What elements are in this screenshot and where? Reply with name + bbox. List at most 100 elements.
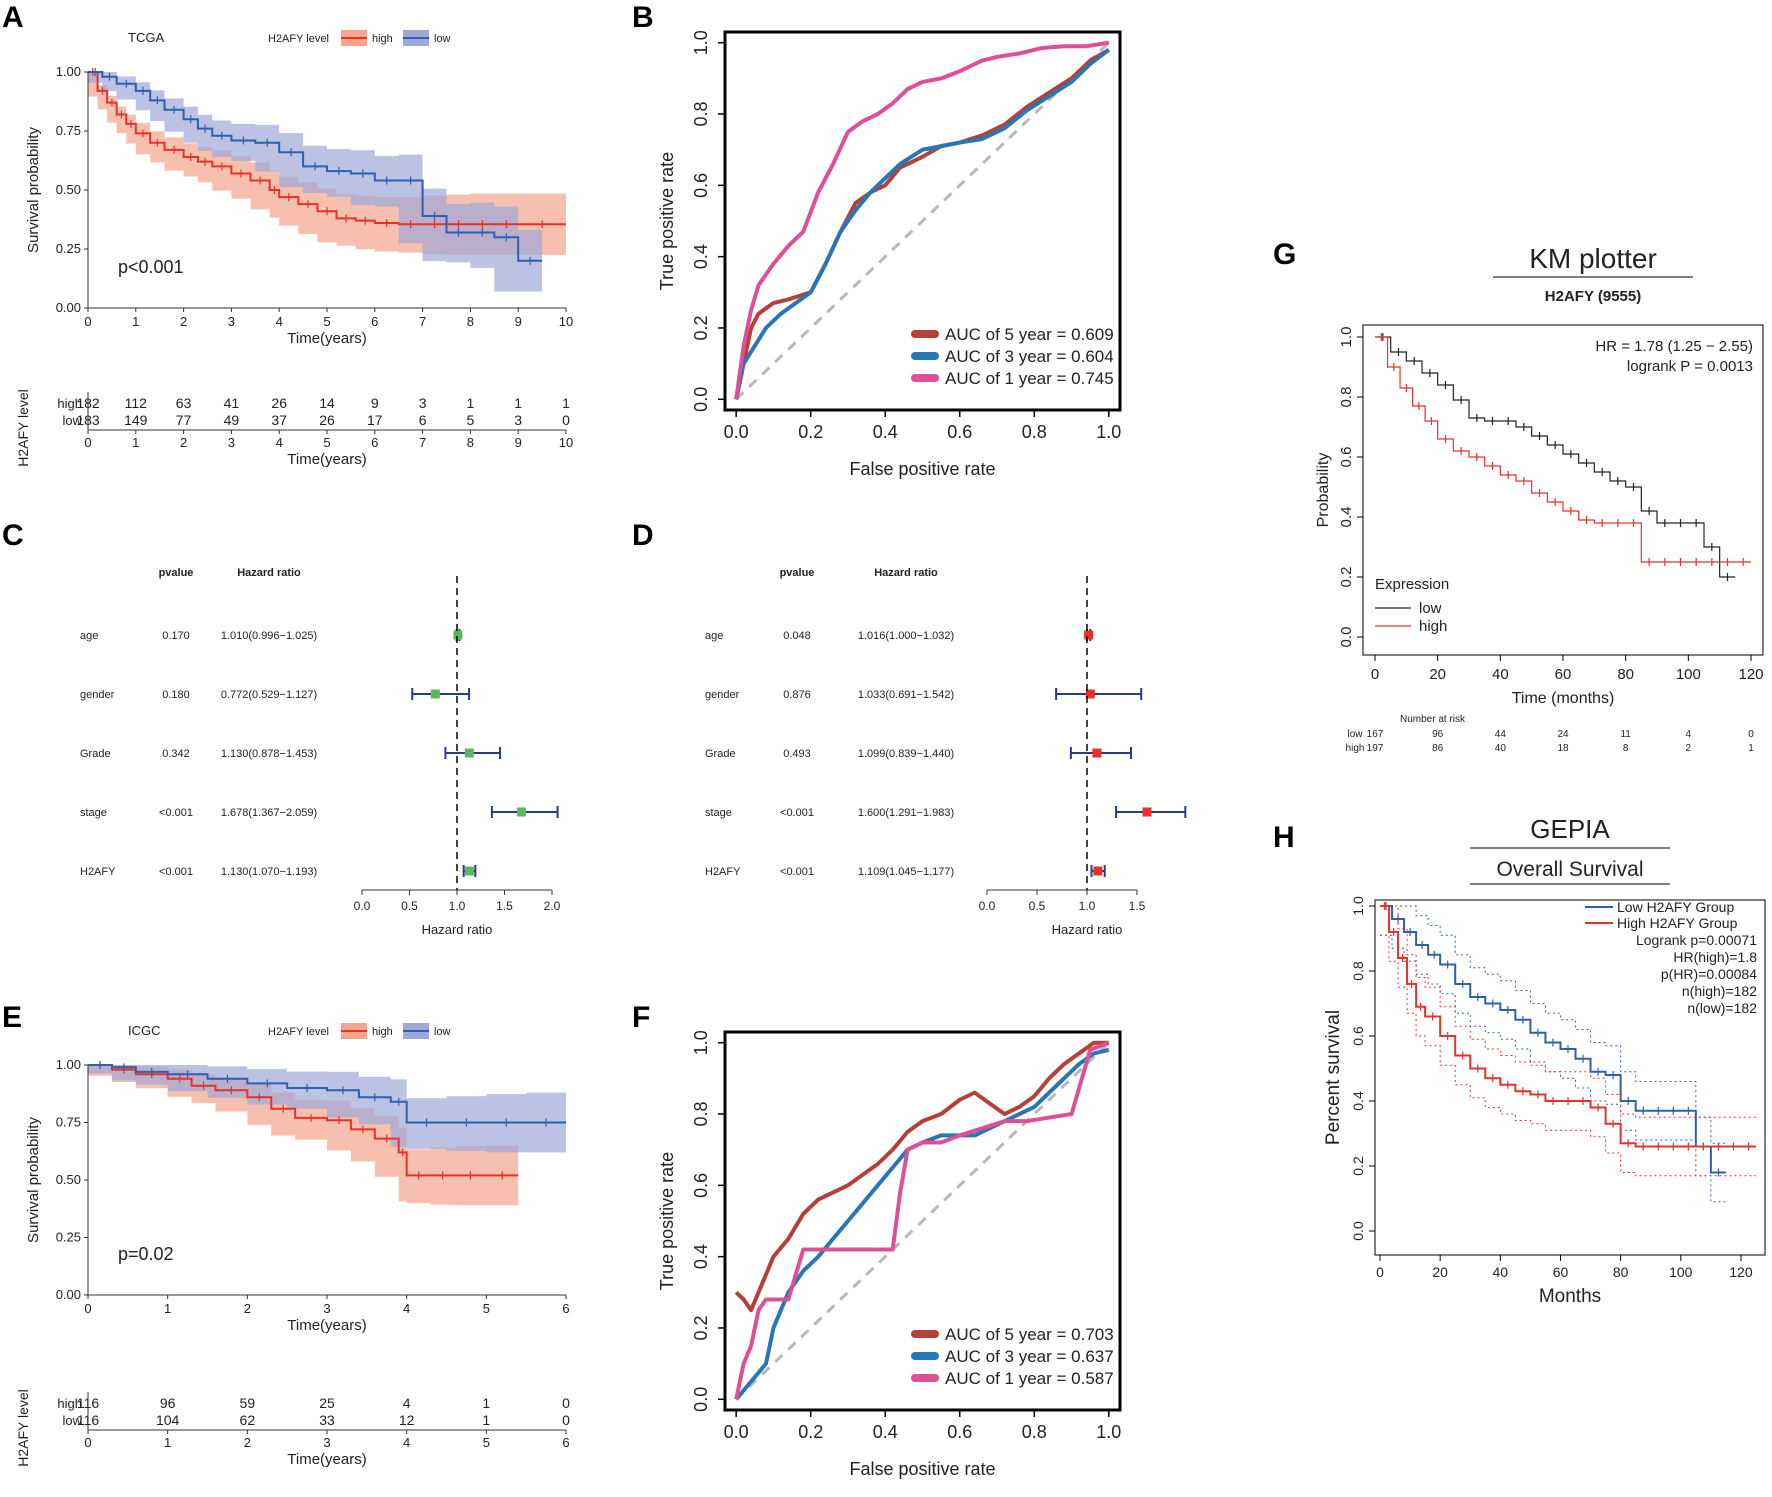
row-label: stage	[705, 807, 732, 819]
risk-x-tick-label: 0	[84, 1435, 91, 1450]
x-tick-label: 1	[132, 314, 139, 329]
x-tick-label: 40	[1492, 666, 1509, 683]
x-tick-label: 0	[84, 1301, 91, 1316]
risk-x-tick-label: 3	[323, 1435, 330, 1450]
risk-x-tick-label: 2	[180, 435, 187, 450]
roc-panel-B: 0.0 0.0 0.2 0.2 0.4 0.4 0.6 0.6 0.8 0.8 1.0 1.0 Fals…	[657, 30, 1122, 479]
chart-title: GEPIA	[1530, 814, 1610, 844]
x-tick-label: 120	[1729, 1264, 1753, 1280]
row-hr-text: 1.130(0.878−1.453)	[221, 748, 317, 760]
y-tick-label: 0.6	[691, 173, 711, 198]
risk-value: 17	[367, 412, 383, 428]
risk-value: 0	[562, 1412, 570, 1428]
hr-point	[1093, 866, 1103, 876]
risk-x-tick-label: 8	[467, 435, 474, 450]
risk-value: 4	[403, 1395, 411, 1411]
risk-value: 44	[1495, 729, 1507, 740]
row-label: gender	[80, 689, 115, 701]
x-axis-title: Time(years)	[287, 330, 366, 347]
legend-label: AUC of 3 year = 0.637	[945, 1347, 1114, 1366]
risk-x-axis-title: Time(years)	[287, 451, 366, 468]
row-hr-text: 1.033(0.691−1.542)	[858, 689, 954, 701]
risk-value: 77	[176, 412, 192, 428]
panel-label-F: F	[632, 1001, 650, 1034]
x-tick-label: 1.5	[496, 899, 513, 913]
risk-value: 9	[371, 395, 379, 411]
panel-label-B: B	[632, 1, 654, 34]
risk-value: 59	[240, 1395, 256, 1411]
roc-panel-F: 0.0 0.0 0.2 0.2 0.4 0.4 0.6 0.6 0.8 0.8 1.0 1.0 Fals…	[657, 1030, 1122, 1479]
risk-value: 104	[156, 1412, 180, 1428]
x-tick-label: 0.0	[354, 899, 371, 913]
x-axis-title: Hazard ratio	[422, 922, 493, 937]
y-tick-label: 0.2	[1350, 1156, 1366, 1176]
km-line-high	[1380, 905, 1756, 1148]
risk-row-label: low	[62, 1413, 82, 1428]
y-tick-label: 0.8	[1350, 961, 1366, 981]
x-tick-label: 20	[1429, 666, 1446, 683]
hr-point	[1092, 748, 1102, 758]
y-axis-title: True positive rate	[657, 1152, 677, 1290]
ci-lower-low	[1380, 934, 1726, 1203]
stat-line: p(HR)=0.00084	[1661, 966, 1757, 982]
y-tick-label: 1.0	[1350, 896, 1366, 916]
legend-label-high: high	[1419, 618, 1447, 635]
x-axis-title: Hazard ratio	[1052, 922, 1123, 937]
risk-value: 63	[176, 395, 192, 411]
risk-value: 1	[482, 1412, 490, 1428]
y-tick-label: 0.4	[1350, 1091, 1366, 1111]
risk-value: 40	[1495, 743, 1507, 754]
roc-curve-1-year	[734, 40, 1110, 400]
x-tick-label: 80	[1617, 666, 1634, 683]
x-tick-label: 0.0	[724, 422, 749, 442]
risk-x-tick-label: 5	[323, 435, 330, 450]
legend-label-high: high	[372, 33, 393, 45]
y-tick-label: 0.75	[56, 123, 81, 138]
x-tick-label: 0.2	[798, 1422, 823, 1442]
risk-y-title: H2AFY level	[15, 389, 31, 467]
legend-title: H2AFY level	[268, 33, 329, 45]
cohort-title: TCGA	[128, 30, 164, 45]
risk-value: 112	[125, 395, 148, 411]
y-tick-label: 0.8	[691, 102, 711, 127]
row-label: age	[705, 630, 723, 642]
plot-frame	[723, 30, 1122, 412]
risk-value: 12	[399, 1412, 415, 1428]
x-tick-label: 0.6	[947, 422, 972, 442]
risk-x-tick-label: 1	[132, 435, 139, 450]
y-tick-label: 0.00	[56, 300, 81, 315]
stat-line: Logrank p=0.00071	[1636, 932, 1757, 948]
x-tick-label: 0	[1376, 1264, 1384, 1280]
x-tick-label: 1	[164, 1301, 171, 1316]
y-tick-label: 0.0	[1350, 1221, 1366, 1241]
risk-value: 1	[1748, 743, 1754, 754]
legend-label-high: High H2AFY Group	[1617, 915, 1738, 931]
y-tick-label: 0.0	[1338, 627, 1355, 648]
y-tick-label: 0.00	[56, 1287, 81, 1302]
x-tick-label: 6	[562, 1301, 569, 1316]
risk-value: 96	[1432, 729, 1444, 740]
x-tick-label: 3	[323, 1301, 330, 1316]
risk-x-tick-label: 6	[371, 435, 378, 450]
risk-value: 33	[319, 1412, 335, 1428]
row-label: Grade	[80, 748, 111, 760]
risk-row-label: high	[57, 1396, 82, 1411]
x-tick-label: 60	[1555, 666, 1572, 683]
x-tick-label: 0.8	[1022, 422, 1047, 442]
header-hazard-ratio: Hazard ratio	[237, 567, 301, 579]
roc-curve-3-year	[734, 48, 1111, 400]
risk-table-title: Number at risk	[1400, 714, 1466, 725]
x-tick-label: 0.0	[724, 1422, 749, 1442]
risk-value: 1	[514, 395, 522, 411]
y-tick-label: 0.6	[1338, 447, 1355, 468]
y-tick-label: 0.4	[691, 244, 711, 269]
risk-value: 0	[1748, 729, 1754, 740]
legend-label-low: low	[1419, 600, 1442, 617]
km-line-low	[1375, 336, 1736, 578]
row-pvalue: <0.001	[159, 807, 193, 819]
risk-value: 26	[319, 412, 335, 428]
row-pvalue: 0.876	[783, 689, 811, 701]
km-panel-H: GEPIA Overall Survival Low H2AFY GroupHigh…	[1323, 814, 1766, 1307]
risk-value: 86	[1432, 743, 1444, 754]
hr-point	[453, 630, 463, 640]
